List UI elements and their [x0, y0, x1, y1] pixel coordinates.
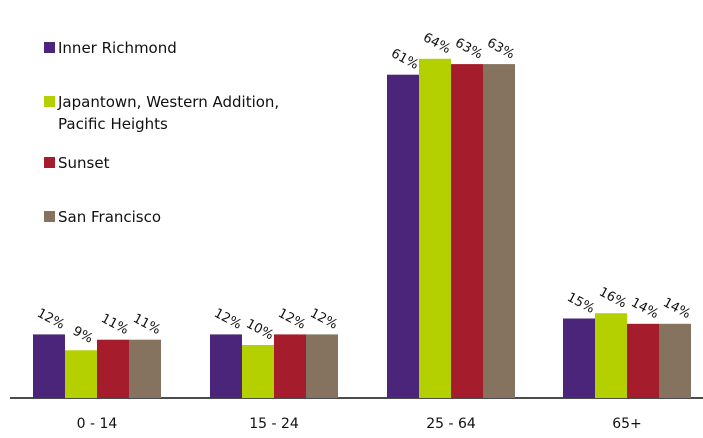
bar-1-0	[210, 334, 242, 398]
data-label-2-1: 64%	[420, 30, 453, 57]
x-tick-label-3: 65+	[612, 416, 642, 432]
bar-1-1	[242, 345, 274, 398]
x-tick-label-1: 15 - 24	[249, 416, 299, 432]
data-label-0-3: 11%	[130, 311, 163, 338]
legend-swatch	[44, 96, 55, 107]
legend-item-2: Sunset	[44, 152, 109, 174]
bars-group	[33, 58, 691, 399]
bar-1-3	[306, 334, 338, 398]
legend-swatch	[44, 42, 55, 53]
legend-item-3: San Francisco	[44, 206, 161, 228]
bar-0-2	[97, 339, 129, 398]
bar-3-3	[659, 323, 691, 398]
data-labels-group: 12%9% 11% 11% 12% 10% 12% 12%61%64% 63% 63%15% 16…	[34, 30, 693, 346]
data-label-1-3: 12%	[307, 306, 340, 333]
legend-label: Sunset	[58, 154, 110, 172]
data-label-2-3: 63%	[484, 36, 517, 63]
bar-3-0	[563, 318, 595, 398]
legend-swatch	[44, 157, 55, 168]
data-label-1-0: 12%	[211, 306, 244, 333]
legend-item-0: Inner Richmond	[44, 37, 177, 59]
data-label-3-3: 14%	[660, 295, 693, 322]
data-label-3-2: 14%	[628, 295, 661, 322]
data-label-2-2: 63%	[452, 36, 485, 63]
bar-2-2	[451, 64, 483, 398]
data-label-0-1: 9%	[70, 324, 95, 347]
bar-0-3	[129, 339, 161, 398]
data-label-2-0: 61%	[388, 46, 421, 73]
data-label-0-0: 12%	[34, 306, 67, 333]
legend-label: Japantown, Western Addition, Pacific Heig…	[58, 93, 280, 133]
legend-swatch	[44, 211, 55, 222]
bar-0-0	[33, 334, 65, 398]
data-label-1-2: 12%	[275, 306, 308, 333]
data-label-3-1: 16%	[596, 285, 629, 312]
bar-3-1	[595, 313, 627, 398]
x-tick-label-2: 25 - 64	[426, 416, 476, 432]
data-label-1-1: 10%	[243, 317, 276, 344]
x-tick-labels-group: 0 - 14 15 - 24 25 - 64 65+	[77, 416, 642, 432]
data-label-3-0: 15%	[564, 290, 597, 317]
legend-label: San Francisco	[58, 208, 162, 226]
legend-label: Inner Richmond	[58, 39, 177, 57]
bar-2-0	[387, 74, 419, 398]
bar-2-1	[419, 58, 451, 399]
legend-item-1: Japantown, Western Addition, Pacific Heig…	[44, 91, 279, 135]
bar-0-1	[65, 350, 97, 398]
bar-3-2	[627, 323, 659, 398]
data-label-0-2: 11%	[98, 311, 131, 338]
x-tick-label-0: 0 - 14	[77, 416, 118, 432]
bar-1-2	[274, 334, 306, 398]
bar-2-3	[483, 64, 515, 398]
